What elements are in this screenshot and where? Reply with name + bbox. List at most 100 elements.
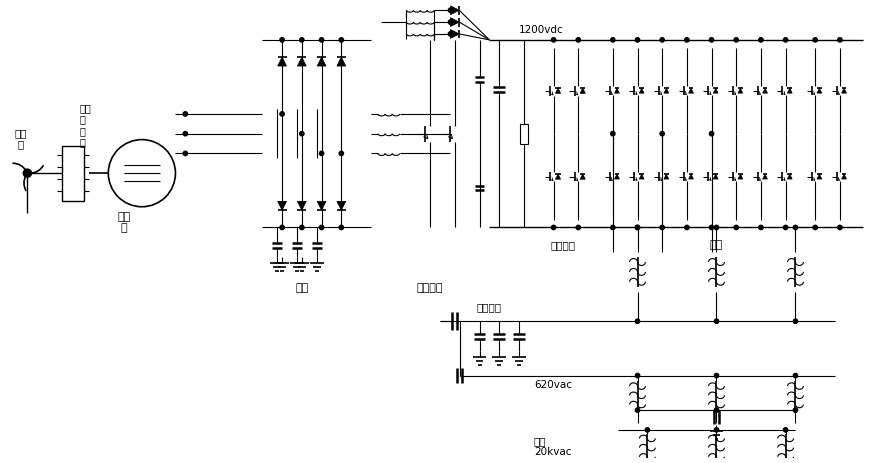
Circle shape bbox=[685, 226, 689, 230]
Circle shape bbox=[448, 33, 453, 37]
Polygon shape bbox=[664, 175, 669, 180]
Circle shape bbox=[635, 38, 639, 43]
Circle shape bbox=[635, 319, 639, 324]
Text: 风力
机: 风力 机 bbox=[14, 128, 27, 149]
Circle shape bbox=[714, 428, 718, 432]
Circle shape bbox=[611, 38, 615, 43]
Circle shape bbox=[576, 38, 581, 43]
Polygon shape bbox=[297, 202, 306, 211]
Polygon shape bbox=[688, 89, 694, 94]
Circle shape bbox=[299, 226, 304, 230]
Circle shape bbox=[611, 132, 615, 137]
Bar bbox=[62, 146, 83, 201]
Text: 电网
20kvac: 电网 20kvac bbox=[534, 435, 571, 457]
Circle shape bbox=[793, 319, 797, 324]
Circle shape bbox=[793, 374, 797, 378]
Circle shape bbox=[339, 38, 344, 43]
Circle shape bbox=[576, 226, 581, 230]
Circle shape bbox=[635, 226, 639, 230]
Circle shape bbox=[183, 152, 187, 156]
Circle shape bbox=[299, 132, 304, 137]
Polygon shape bbox=[842, 175, 846, 180]
Circle shape bbox=[710, 38, 714, 43]
Circle shape bbox=[793, 226, 797, 230]
Polygon shape bbox=[713, 175, 718, 180]
Circle shape bbox=[783, 428, 788, 432]
Polygon shape bbox=[278, 202, 287, 211]
Text: 升压斩波: 升压斩波 bbox=[417, 282, 443, 292]
Circle shape bbox=[280, 38, 284, 43]
Circle shape bbox=[710, 132, 714, 137]
Circle shape bbox=[280, 113, 284, 117]
Circle shape bbox=[320, 38, 324, 43]
Bar bbox=[520, 125, 528, 144]
Circle shape bbox=[758, 38, 763, 43]
Circle shape bbox=[783, 226, 788, 230]
Circle shape bbox=[783, 38, 788, 43]
Text: 滤波电容: 滤波电容 bbox=[477, 302, 502, 312]
Circle shape bbox=[551, 226, 556, 230]
Circle shape bbox=[280, 226, 284, 230]
Circle shape bbox=[710, 226, 714, 230]
Polygon shape bbox=[297, 58, 306, 67]
Polygon shape bbox=[580, 89, 585, 94]
Polygon shape bbox=[763, 89, 767, 94]
Circle shape bbox=[714, 374, 718, 378]
Polygon shape bbox=[450, 31, 459, 39]
Circle shape bbox=[660, 132, 664, 137]
Circle shape bbox=[635, 408, 639, 413]
Polygon shape bbox=[639, 175, 644, 180]
Circle shape bbox=[635, 226, 639, 230]
Polygon shape bbox=[450, 19, 459, 27]
Circle shape bbox=[551, 38, 556, 43]
Circle shape bbox=[23, 170, 31, 178]
Circle shape bbox=[299, 38, 304, 43]
Polygon shape bbox=[337, 202, 345, 211]
Polygon shape bbox=[688, 175, 694, 180]
Polygon shape bbox=[788, 175, 792, 180]
Circle shape bbox=[448, 9, 453, 13]
Polygon shape bbox=[817, 175, 821, 180]
Polygon shape bbox=[842, 89, 846, 94]
Polygon shape bbox=[317, 58, 326, 67]
Text: 1200vdc: 1200vdc bbox=[519, 25, 564, 35]
Circle shape bbox=[734, 226, 739, 230]
Circle shape bbox=[339, 226, 344, 230]
Circle shape bbox=[734, 38, 739, 43]
Circle shape bbox=[837, 226, 842, 230]
Circle shape bbox=[714, 319, 718, 324]
Circle shape bbox=[793, 408, 797, 413]
Polygon shape bbox=[278, 58, 287, 67]
Polygon shape bbox=[317, 202, 326, 211]
Circle shape bbox=[320, 152, 324, 156]
Polygon shape bbox=[738, 89, 742, 94]
Circle shape bbox=[635, 374, 639, 378]
Polygon shape bbox=[664, 89, 669, 94]
Polygon shape bbox=[763, 175, 767, 180]
Polygon shape bbox=[614, 89, 620, 94]
Circle shape bbox=[183, 132, 187, 137]
Circle shape bbox=[813, 38, 817, 43]
Circle shape bbox=[646, 428, 649, 432]
Circle shape bbox=[685, 38, 689, 43]
Circle shape bbox=[714, 226, 718, 230]
Text: 制动单元: 制动单元 bbox=[551, 240, 576, 250]
Polygon shape bbox=[580, 175, 585, 180]
Circle shape bbox=[660, 226, 664, 230]
Polygon shape bbox=[713, 89, 718, 94]
Circle shape bbox=[448, 21, 453, 25]
Polygon shape bbox=[555, 89, 560, 94]
Circle shape bbox=[611, 226, 615, 230]
Polygon shape bbox=[639, 89, 644, 94]
Text: 发电
机: 发电 机 bbox=[117, 211, 131, 233]
Polygon shape bbox=[555, 175, 560, 180]
Polygon shape bbox=[337, 58, 345, 67]
Circle shape bbox=[660, 38, 664, 43]
Polygon shape bbox=[788, 89, 792, 94]
Circle shape bbox=[813, 226, 817, 230]
Text: 增速
齿
轮
箱: 增速 齿 轮 箱 bbox=[80, 102, 91, 147]
Circle shape bbox=[339, 152, 344, 156]
Polygon shape bbox=[450, 7, 459, 16]
Polygon shape bbox=[738, 175, 742, 180]
Polygon shape bbox=[614, 175, 620, 180]
